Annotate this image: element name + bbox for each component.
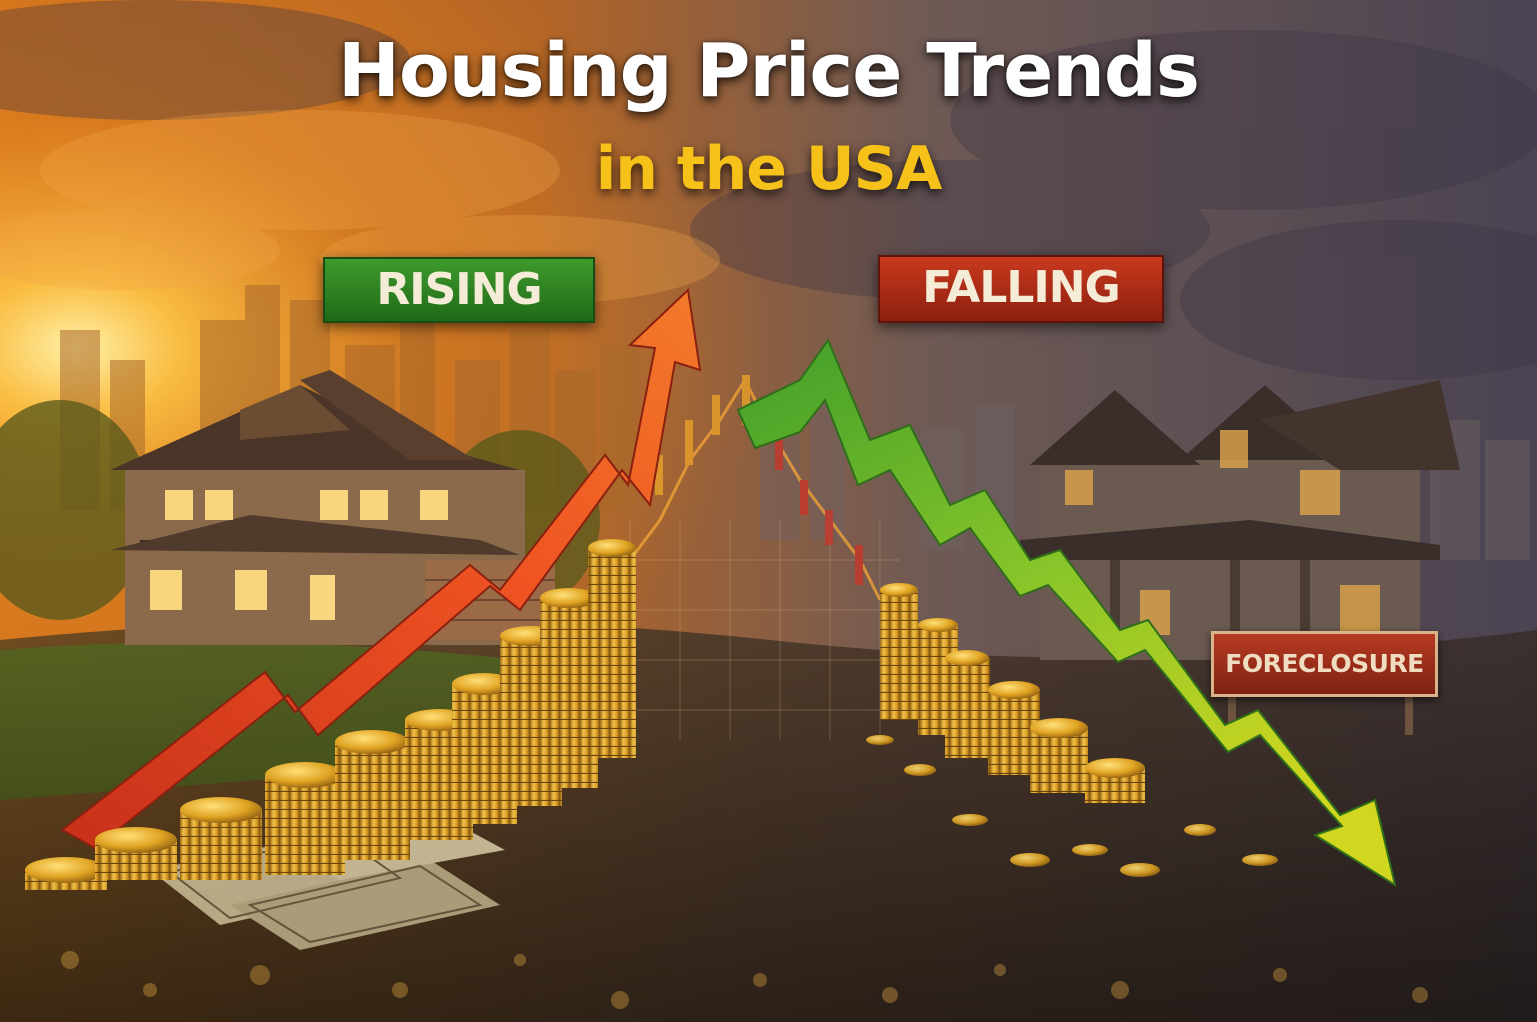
falling-arrow-icon [736, 337, 1397, 888]
coin-stacks-falling [880, 583, 1145, 803]
title-subtitle: in the USA [595, 134, 943, 204]
rising-label: RISING [323, 257, 595, 323]
title-main: Housing Price Trends [338, 28, 1200, 114]
coin-stacks-rising [25, 539, 636, 890]
house-rising-icon [110, 370, 555, 645]
rising-arrow-icon [60, 287, 702, 850]
falling-label: FALLING [878, 255, 1164, 323]
foreclosure-sign: FORECLOSURE [1211, 631, 1438, 697]
